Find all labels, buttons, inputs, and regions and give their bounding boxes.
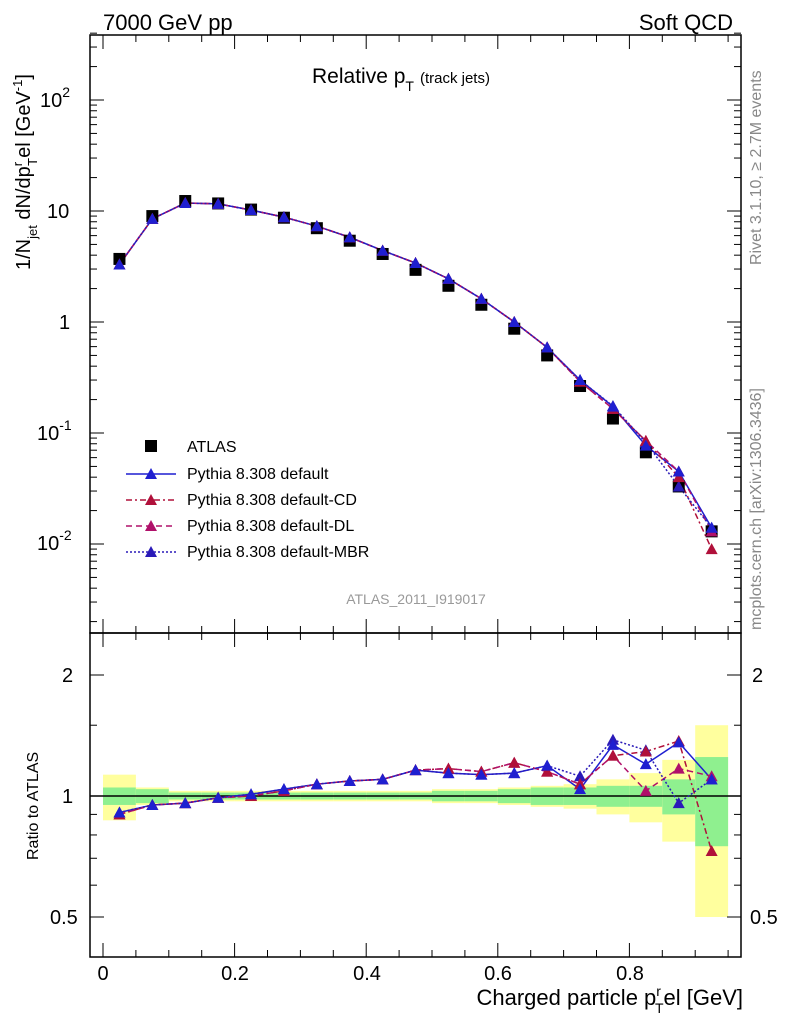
ratio-series-point <box>672 762 685 774</box>
ratio-tick-0.5-right: 0.5 <box>750 907 778 929</box>
legend-default-marker <box>145 468 157 479</box>
ratio-tick-1: 1 <box>62 786 73 808</box>
ratio-series-point <box>245 788 258 800</box>
y-tick-0.1: 10-1 <box>37 417 72 445</box>
main-series-point <box>442 272 455 284</box>
main-series-point <box>146 212 159 224</box>
main-series-point <box>409 257 422 269</box>
ratio-series-point <box>277 783 290 795</box>
y-tick-10: 10 <box>47 201 69 223</box>
main-series-point <box>376 244 389 256</box>
legend-atlas-marker <box>145 440 157 452</box>
ratio-series-point <box>606 738 619 750</box>
analysis-id: ATLAS_2011_I919017 <box>346 591 486 607</box>
header-energy: 7000 GeV pp <box>103 10 233 35</box>
x-tick-0.6: 0.6 <box>484 963 512 985</box>
atlas-data-point <box>606 412 619 425</box>
ratio-series-point <box>475 768 488 780</box>
ratio-band-inner-bin <box>662 779 696 815</box>
ratio-tick-2: 2 <box>62 665 73 687</box>
x-tick-0.4: 0.4 <box>353 963 381 985</box>
ratio-series-point <box>409 764 422 776</box>
legend-default-label: Pythia 8.308 default <box>187 466 329 483</box>
y-tick-100: 102 <box>40 84 70 112</box>
ratio-series-point <box>146 798 159 810</box>
main-series-point <box>541 341 554 353</box>
legend-atlas-label: ATLAS <box>187 439 237 456</box>
main-series-point <box>705 543 718 555</box>
ratio-series-point <box>574 783 587 795</box>
y-tick-1: 1 <box>59 312 70 334</box>
y-axis-label-ratio: Ratio to ATLAS <box>25 752 42 860</box>
ratio-series-point <box>310 778 323 790</box>
x-tick-0: 0 <box>97 963 108 985</box>
mcplots-label: mcplots.cern.ch [arXiv:1306.3436] <box>748 388 765 630</box>
main-series-point <box>277 211 290 223</box>
ratio-frame <box>89 632 742 958</box>
ratio-series-point <box>574 770 587 782</box>
ratio-tick-0.5: 0.5 <box>50 907 78 929</box>
legend-dl-marker <box>145 520 157 531</box>
x-tick-labels: 0 0.2 0.4 0.6 0.8 <box>97 963 643 985</box>
main-series-point <box>343 231 356 243</box>
ratio-series-point <box>705 773 718 785</box>
legend-mbr-label: Pythia 8.308 default-MBR <box>187 544 369 561</box>
ratio-tick-2-right: 2 <box>752 665 763 687</box>
ratio-series-point <box>705 844 718 856</box>
y-tick-labels-ratio-right: 2 0.5 <box>750 665 778 929</box>
ratio-series-point <box>376 773 389 785</box>
ratio-series-point <box>639 758 652 770</box>
header-category: Soft QCD <box>639 10 733 35</box>
ratio-bands <box>90 725 741 917</box>
ratio-series-point <box>113 806 126 818</box>
main-series-point <box>310 220 323 232</box>
y-tick-labels-ratio-left: 2 1 0.5 <box>50 665 78 929</box>
rivet-label: Rivet 3.1.10, ≥ 2.7M events <box>748 70 765 265</box>
main-series-point <box>212 197 225 209</box>
ratio-series-point <box>541 765 554 777</box>
ratio-series-point <box>672 797 685 809</box>
main-series-point <box>672 465 685 477</box>
legend: ATLAS Pythia 8.308 default Pythia 8.308 … <box>126 439 369 561</box>
legend-cd-label: Pythia 8.308 default-CD <box>187 492 357 509</box>
main-series-point <box>672 480 685 492</box>
main-series-point <box>705 521 718 533</box>
main-series-point <box>508 316 521 327</box>
main-series-point <box>179 197 192 209</box>
data-series <box>113 195 718 856</box>
main-series-point <box>245 204 258 216</box>
ratio-series-point <box>508 756 521 768</box>
plot-title: Relative pT (track jets) <box>312 65 490 94</box>
ratio-series-point <box>179 797 192 809</box>
main-series-point <box>574 374 587 386</box>
legend-mbr-marker <box>145 546 157 557</box>
legend-cd-marker <box>145 494 157 505</box>
main-series-point <box>672 471 685 483</box>
main-series-point <box>113 258 126 270</box>
ratio-series-point <box>639 784 652 796</box>
axis-ticks <box>90 32 741 957</box>
x-tick-0.8: 0.8 <box>616 963 644 985</box>
ratio-series-point <box>442 767 455 779</box>
legend-dl-label: Pythia 8.308 default-DL <box>187 518 354 535</box>
main-series-point <box>475 292 488 304</box>
ratio-series-point <box>508 767 521 779</box>
x-axis-label: Charged particle pr Tel [GeV] <box>477 983 744 1016</box>
main-series-point <box>606 400 619 412</box>
ratio-series-point <box>212 791 225 803</box>
y-axis-label-main: 1/Njet dN/dprTel [GeV-1] <box>10 74 40 270</box>
y-tick-labels-main: 102 10 1 10-1 10-2 <box>37 84 72 555</box>
x-tick-0.2: 0.2 <box>221 963 249 985</box>
ratio-series-point <box>672 736 685 748</box>
ratio-series-point <box>343 774 356 786</box>
ratio-series-point <box>606 749 619 761</box>
ratio-series-point <box>639 745 652 757</box>
main-series-point <box>639 439 652 451</box>
ratio-series-point <box>541 759 554 771</box>
y-tick-0.01: 10-2 <box>37 527 72 555</box>
